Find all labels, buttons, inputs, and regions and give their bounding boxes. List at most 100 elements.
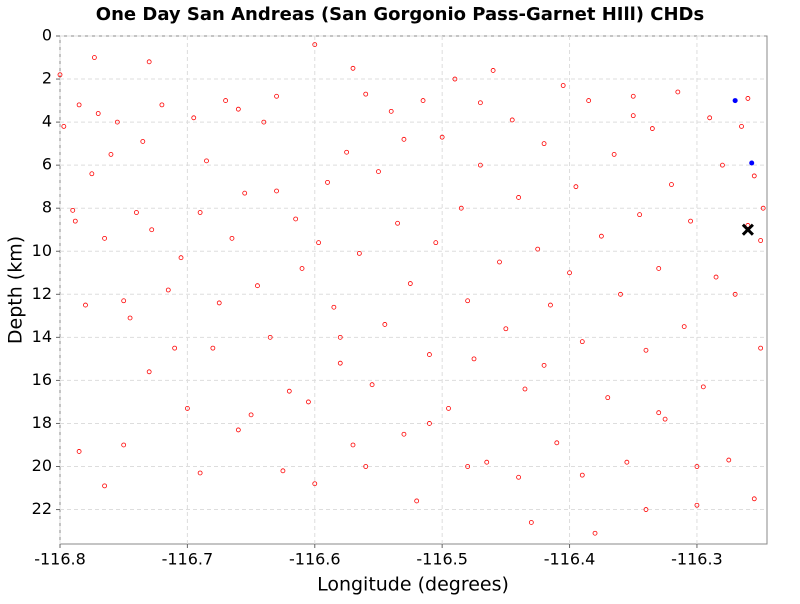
point <box>516 474 521 480</box>
y-tick-label: 18 <box>32 413 52 432</box>
point <box>420 98 426 103</box>
point <box>363 464 369 469</box>
y-axis-label: Depth (km) <box>5 236 27 344</box>
point <box>427 352 432 357</box>
point <box>649 126 655 131</box>
point <box>216 300 222 306</box>
point <box>669 182 674 187</box>
y-tick-label: 20 <box>32 456 52 475</box>
point <box>579 339 585 345</box>
point <box>61 124 67 129</box>
point <box>223 98 229 103</box>
point <box>325 179 330 185</box>
point <box>477 100 483 106</box>
point <box>471 356 477 362</box>
point <box>751 173 757 179</box>
point <box>114 119 120 125</box>
point <box>681 324 687 329</box>
point <box>535 246 541 252</box>
point <box>490 68 496 73</box>
point <box>267 334 273 340</box>
point <box>726 457 732 463</box>
point <box>83 302 88 308</box>
point <box>274 188 279 194</box>
point <box>388 108 394 114</box>
point <box>713 274 719 280</box>
point <box>452 76 458 82</box>
point <box>509 117 515 123</box>
point <box>178 255 184 261</box>
point <box>605 395 611 401</box>
point <box>477 162 483 168</box>
point <box>337 360 343 366</box>
point <box>344 149 350 155</box>
point <box>554 440 560 446</box>
point <box>548 302 553 308</box>
point <box>146 369 152 375</box>
point <box>439 134 445 140</box>
point <box>407 281 413 286</box>
point <box>369 382 375 388</box>
point <box>433 240 439 246</box>
y-tick-label: 8 <box>42 198 52 217</box>
point <box>465 464 471 469</box>
point <box>592 530 598 536</box>
point <box>758 238 764 243</box>
point <box>363 91 369 97</box>
point <box>316 240 321 246</box>
point <box>108 151 114 157</box>
point <box>446 405 451 411</box>
point <box>72 218 78 224</box>
point <box>210 345 216 351</box>
point <box>76 102 82 108</box>
point <box>70 207 76 213</box>
point <box>484 459 490 465</box>
point <box>630 113 636 119</box>
point <box>567 270 572 276</box>
y-tick-label: 12 <box>32 284 52 303</box>
point <box>675 89 681 95</box>
point <box>401 431 407 437</box>
point <box>102 483 107 489</box>
point <box>579 472 585 478</box>
point <box>414 498 420 504</box>
point <box>255 283 260 289</box>
point <box>458 205 464 211</box>
point <box>751 496 757 502</box>
point <box>229 235 235 241</box>
point <box>749 160 755 166</box>
x-tick-label: -116.6 <box>289 550 341 569</box>
point <box>656 266 662 271</box>
y-tick-label: 0 <box>42 26 52 45</box>
point <box>516 195 521 200</box>
x-tick-label: -116.5 <box>416 550 468 569</box>
point <box>700 384 706 390</box>
point <box>395 220 400 226</box>
y-tick-label: 2 <box>42 69 52 88</box>
point <box>497 259 502 265</box>
point <box>235 106 241 112</box>
chart-title: One Day San Andreas (San Gorgonio Pass-G… <box>96 4 704 25</box>
y-tick-label: 14 <box>32 327 52 346</box>
point <box>149 227 155 233</box>
point <box>102 235 107 241</box>
point <box>356 251 362 256</box>
point <box>121 442 127 448</box>
point <box>184 405 190 411</box>
point <box>745 223 751 228</box>
point <box>146 59 152 65</box>
point <box>401 136 407 142</box>
point <box>688 218 693 224</box>
point <box>528 520 534 525</box>
point <box>235 427 241 433</box>
point <box>261 119 267 125</box>
point <box>376 169 381 175</box>
point <box>293 216 299 222</box>
y-tick-label: 10 <box>32 241 52 260</box>
y-tick-label: 16 <box>32 370 52 389</box>
point <box>541 141 547 147</box>
point <box>312 481 318 487</box>
plot-area <box>59 35 768 545</box>
y-tick-label: 6 <box>42 155 52 174</box>
